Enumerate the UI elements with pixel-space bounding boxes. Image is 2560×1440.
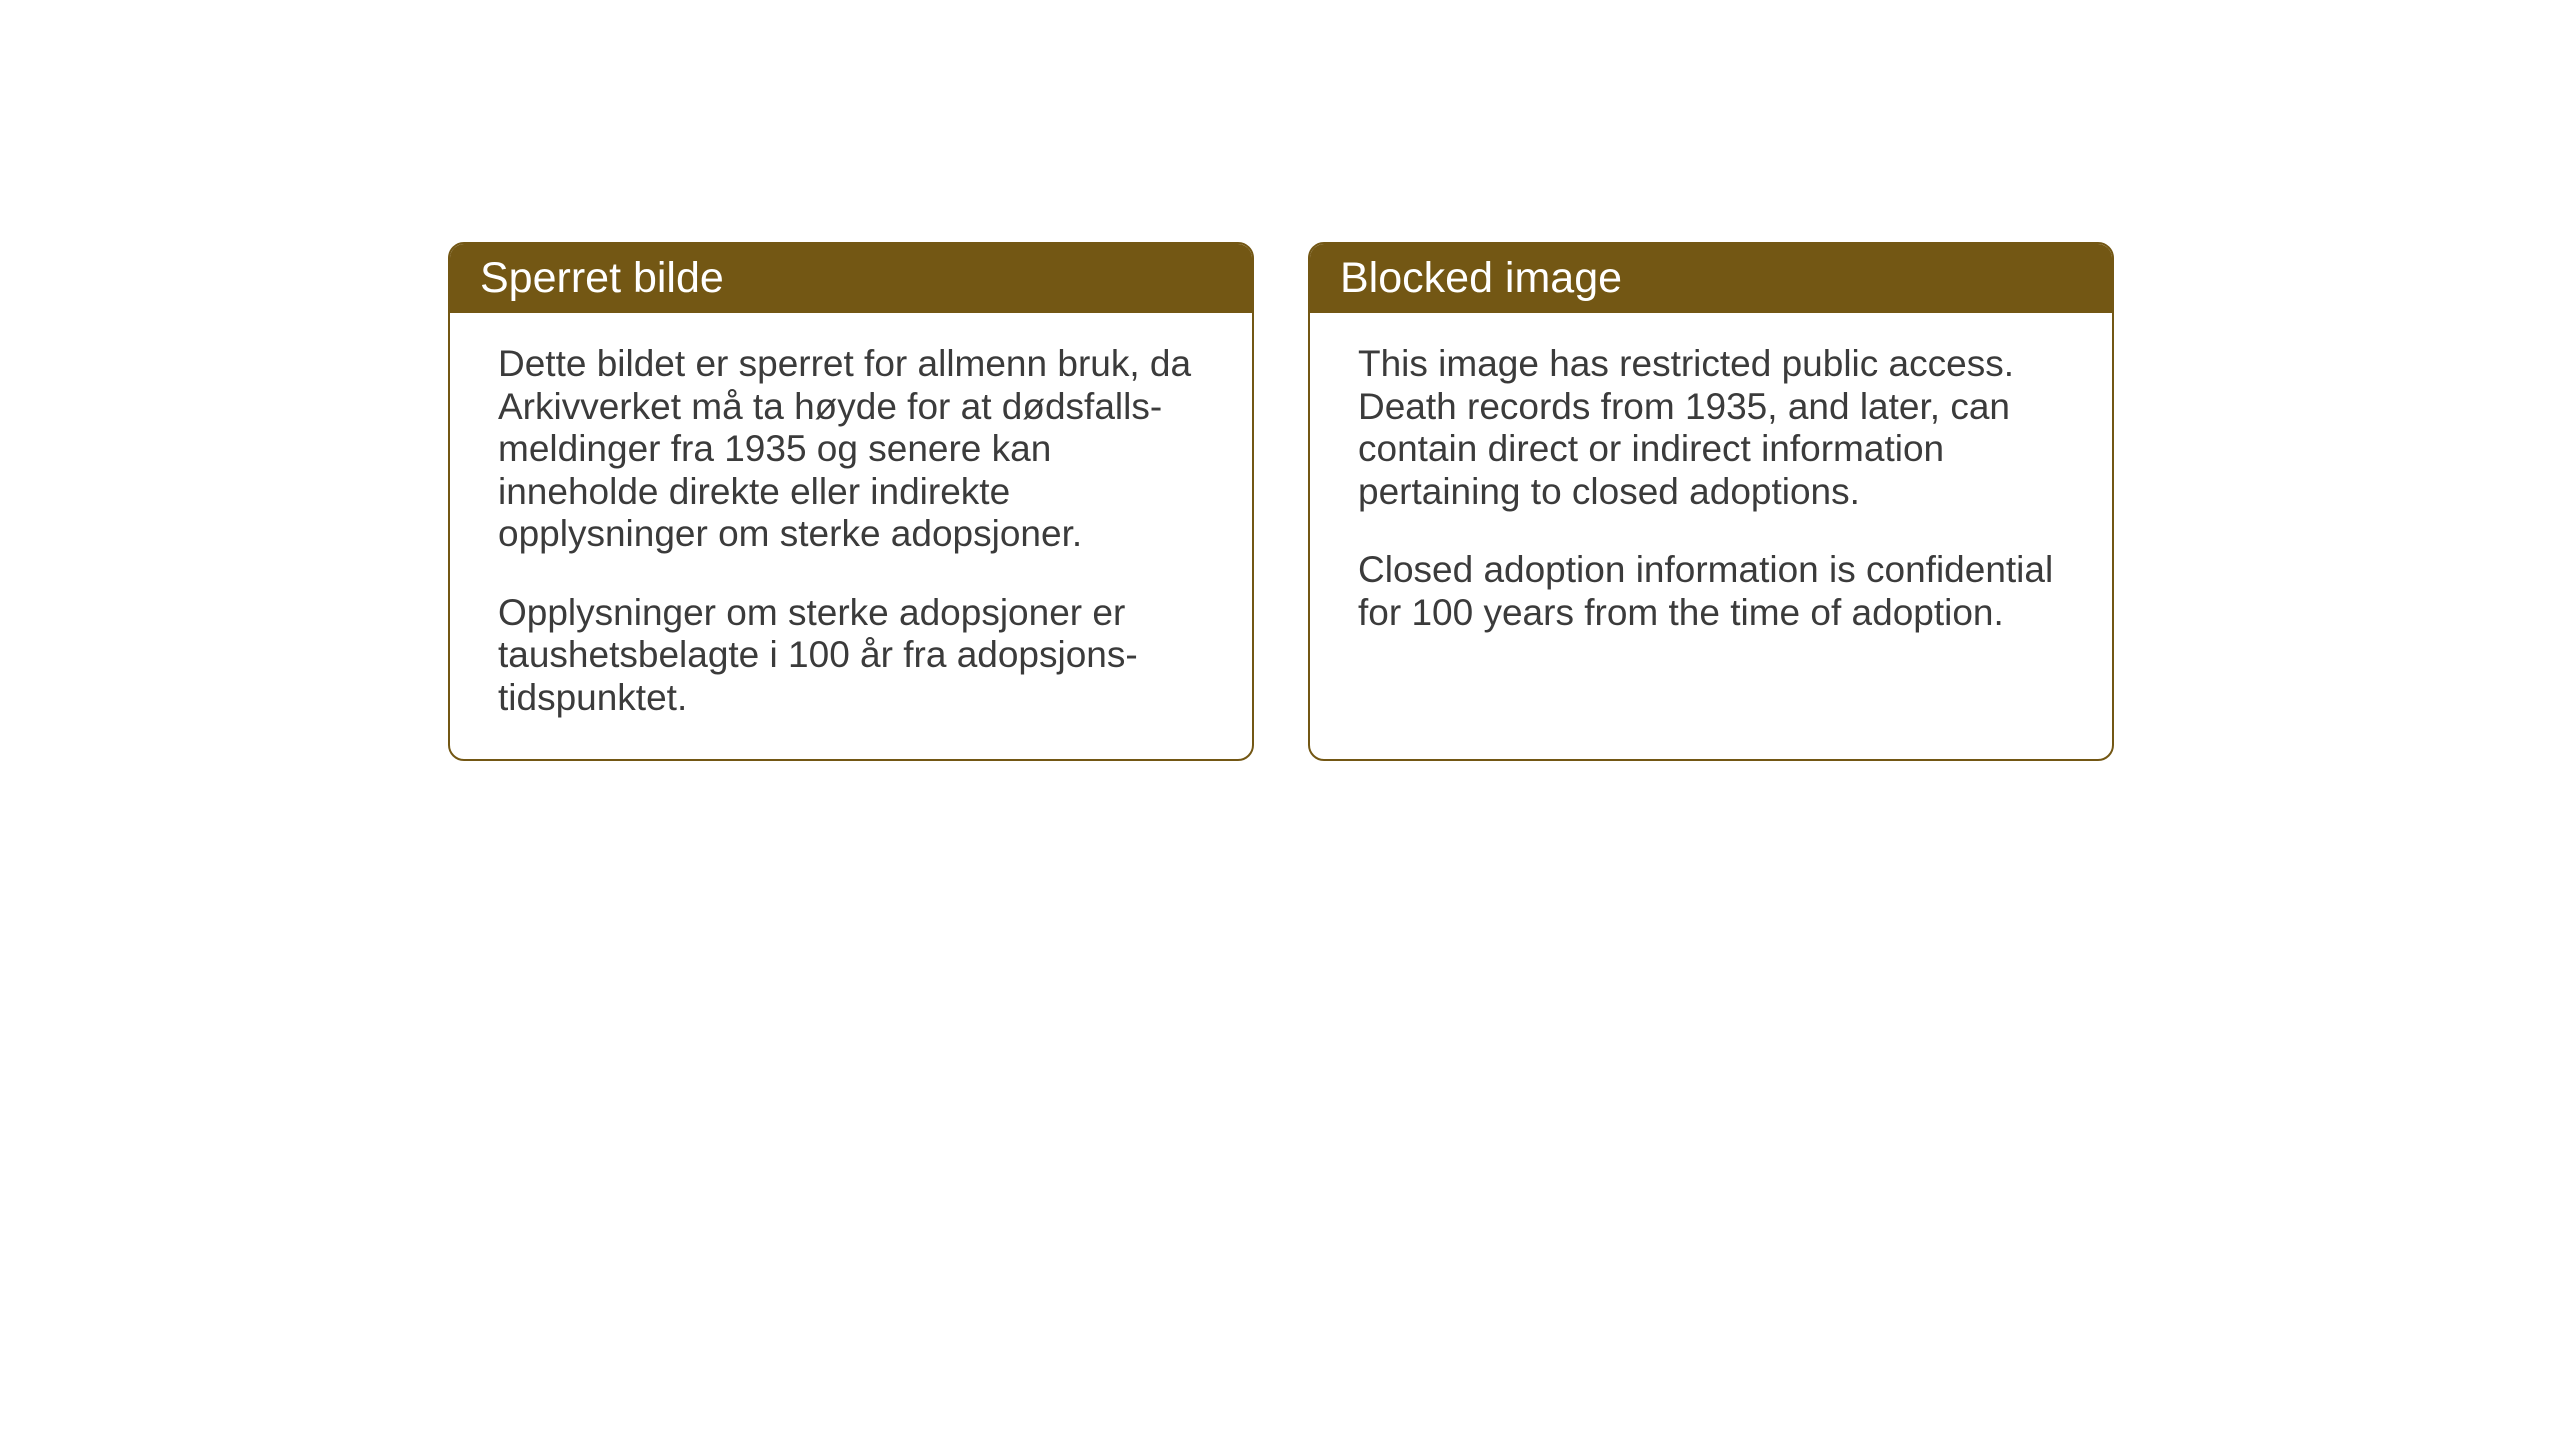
cards-container: Sperret bilde Dette bildet er sperret fo… bbox=[448, 242, 2114, 761]
norwegian-card: Sperret bilde Dette bildet er sperret fo… bbox=[448, 242, 1254, 761]
english-card-title: Blocked image bbox=[1340, 254, 1622, 302]
english-paragraph-1: This image has restricted public access.… bbox=[1358, 343, 2064, 513]
english-card-header: Blocked image bbox=[1310, 244, 2112, 313]
english-card: Blocked image This image has restricted … bbox=[1308, 242, 2114, 761]
norwegian-card-body: Dette bildet er sperret for allmenn bruk… bbox=[450, 313, 1252, 759]
norwegian-paragraph-2: Opplysninger om sterke adopsjoner er tau… bbox=[498, 592, 1204, 720]
norwegian-card-title: Sperret bilde bbox=[480, 254, 724, 302]
norwegian-card-header: Sperret bilde bbox=[450, 244, 1252, 313]
english-card-body: This image has restricted public access.… bbox=[1310, 313, 2112, 674]
norwegian-paragraph-1: Dette bildet er sperret for allmenn bruk… bbox=[498, 343, 1204, 556]
english-paragraph-2: Closed adoption information is confident… bbox=[1358, 549, 2064, 634]
